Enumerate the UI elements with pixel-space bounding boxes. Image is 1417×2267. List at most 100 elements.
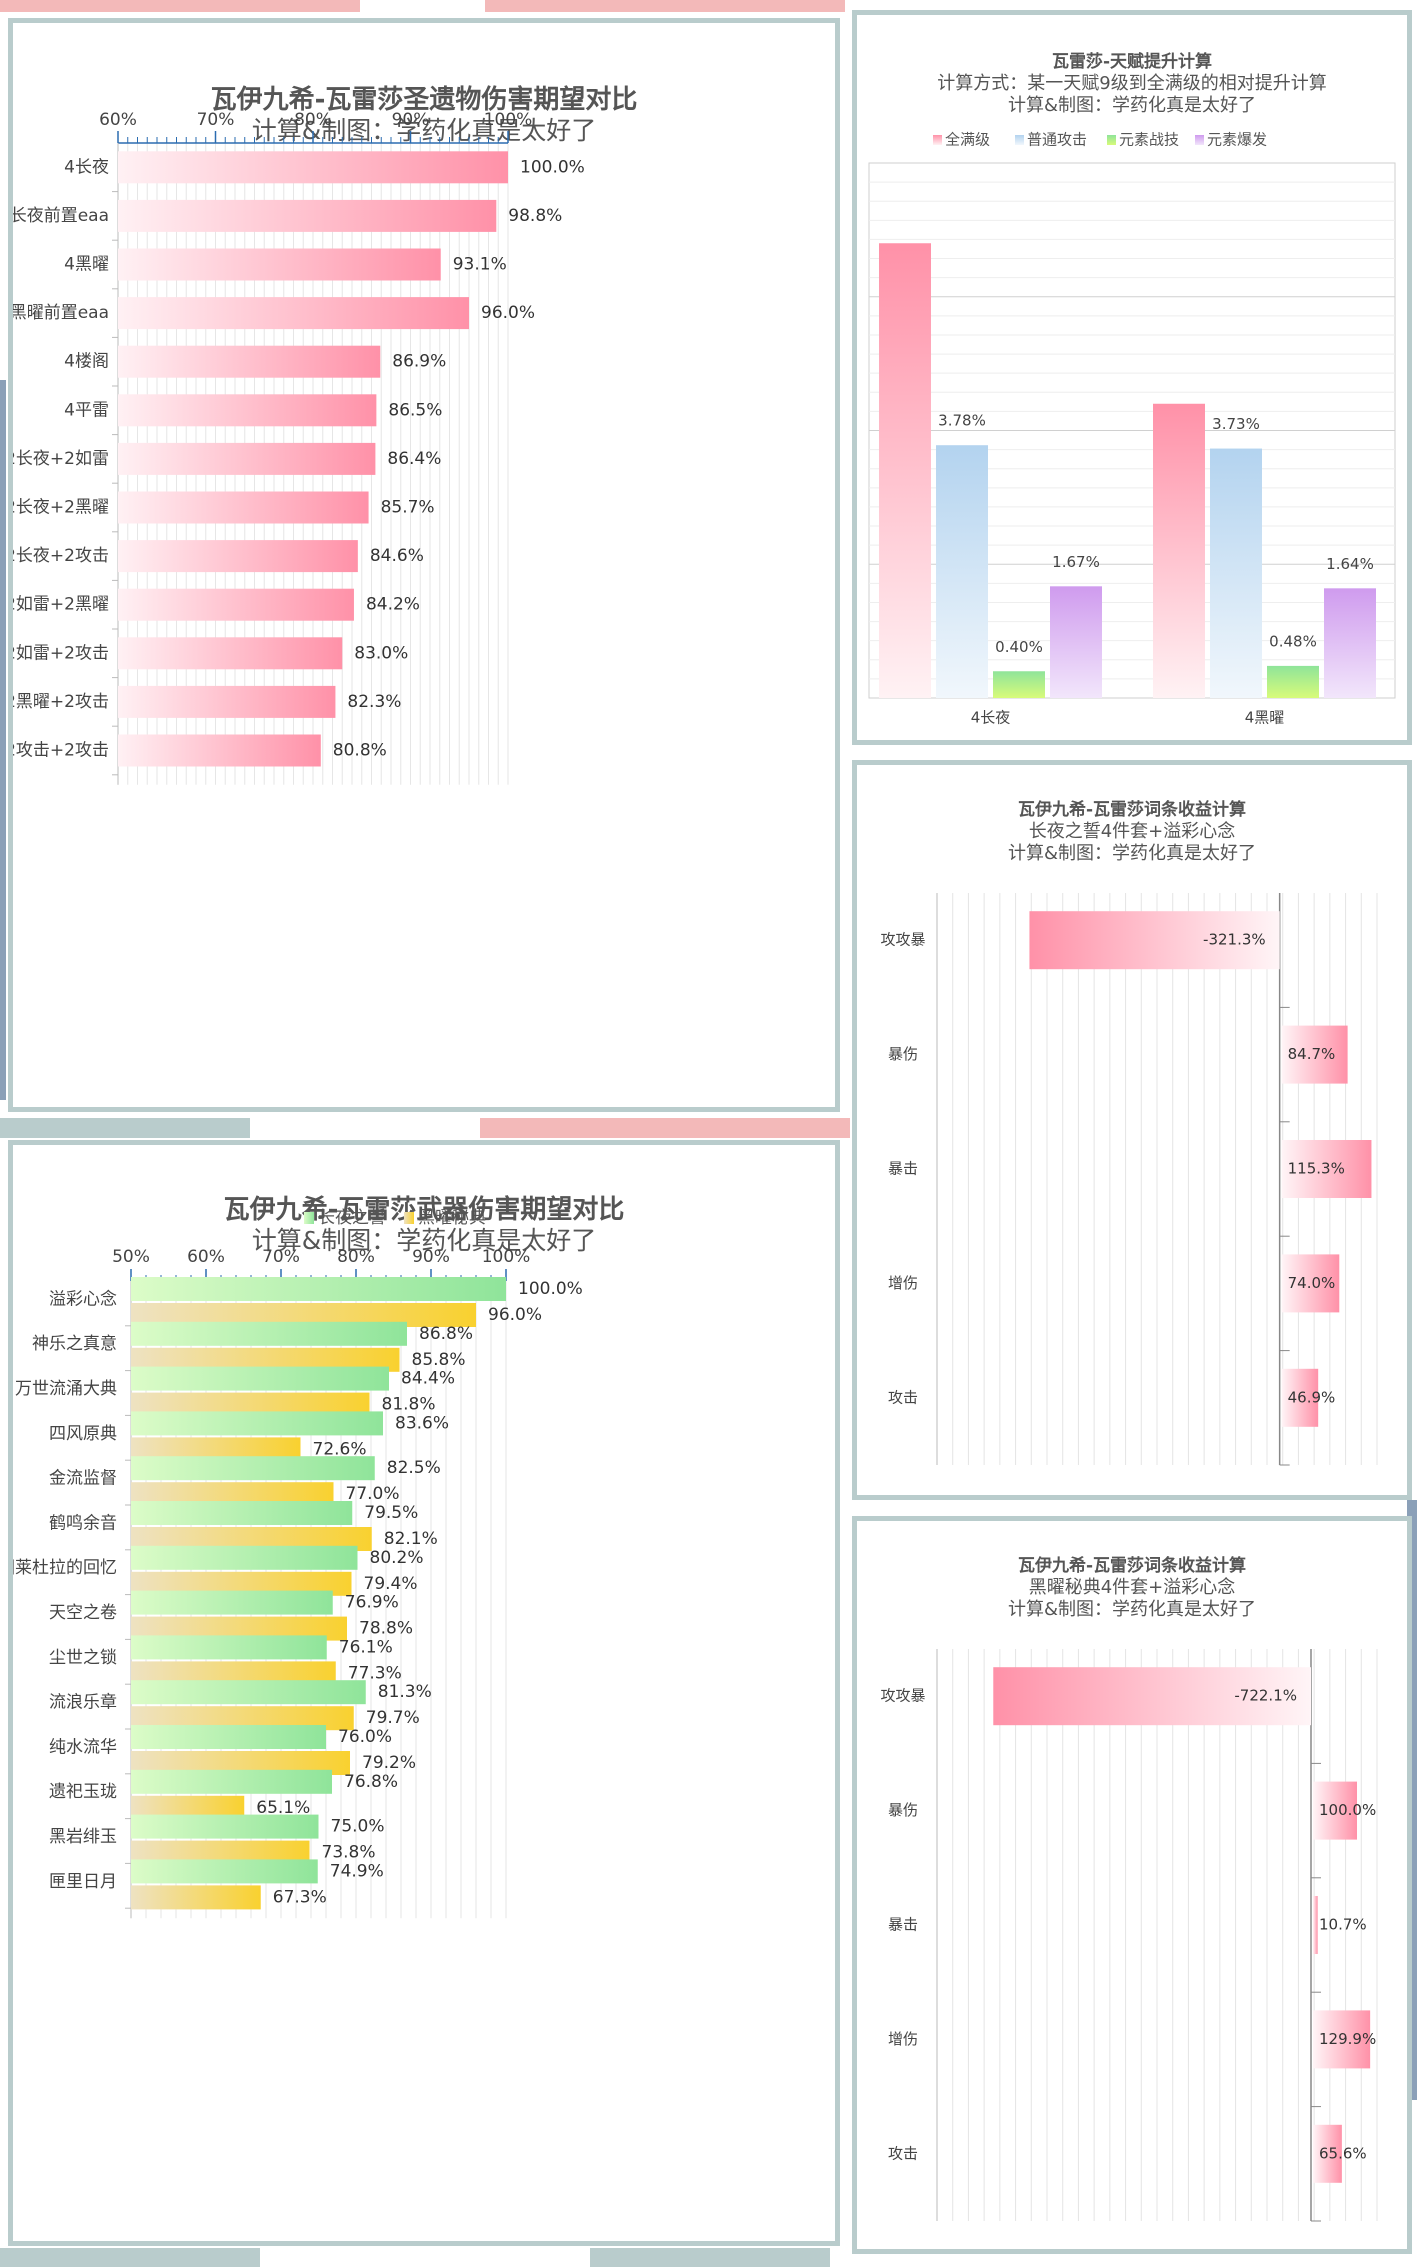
- x-tick-label: 70%: [197, 110, 235, 130]
- data-label: 82.5%: [387, 1458, 441, 1478]
- weapon-chart-subtitle: 计算&制图：学药化真是太好了: [251, 1226, 597, 1255]
- bar: [131, 1885, 261, 1910]
- data-label: 76.1%: [339, 1637, 393, 1657]
- data-label: 76.0%: [338, 1727, 392, 1747]
- data-label: 100.0%: [520, 157, 585, 177]
- category-label: 2攻击+2攻击: [13, 741, 109, 761]
- talent-chart-credit: 计算&制图：学药化真是太好了: [1007, 95, 1257, 116]
- decor-strip-left: [0, 380, 6, 1100]
- x-tick-label: 80%: [337, 1247, 375, 1267]
- data-label: 76.9%: [345, 1593, 399, 1613]
- bar: [131, 1769, 332, 1794]
- bar: [118, 491, 369, 524]
- legend-swatch: [1107, 135, 1116, 145]
- data-label: 115.3%: [1288, 1160, 1345, 1178]
- data-label: 3.73%: [1212, 415, 1260, 433]
- data-label: 86.8%: [419, 1324, 473, 1344]
- data-label: 86.5%: [388, 400, 442, 420]
- x-tick-label: 100%: [482, 1247, 531, 1267]
- bar: [936, 445, 988, 698]
- category-label: 4黑曜: [1245, 709, 1285, 727]
- bar: [879, 243, 931, 698]
- talent-chart-title: 瓦雷莎-天赋提升计算: [1051, 52, 1213, 72]
- decor-strip-top-mid: [485, 0, 845, 12]
- data-label: 0.48%: [1269, 632, 1317, 650]
- data-label: 0.40%: [995, 638, 1043, 656]
- category-label: 暴击: [888, 1160, 918, 1178]
- bar: [993, 1667, 1311, 1726]
- legend-swatch: [933, 135, 942, 145]
- substat-chart-1-svg: 攻攻暴 -321.3% 暴伤 84.7% 暴击 115.3% 增伤 74.0% 攻击 46.9%: [880, 893, 1378, 1466]
- legend-swatch: [1195, 135, 1204, 145]
- bar: [1029, 911, 1280, 970]
- data-label: 100.0%: [1319, 1801, 1376, 1819]
- category-label: 尘世之锁: [49, 1648, 117, 1668]
- bar: [131, 1411, 383, 1436]
- category-label: 2如雷+2黑曜: [13, 595, 109, 615]
- bar: [118, 685, 336, 718]
- data-label: 83.6%: [395, 1413, 449, 1433]
- data-label: 82.3%: [347, 692, 401, 712]
- category-label: 攻击: [888, 1388, 918, 1406]
- decor-strip-right: [1407, 1500, 1417, 2100]
- bar: [118, 442, 376, 475]
- category-label: 四风原典: [49, 1424, 117, 1444]
- data-label: 82.1%: [384, 1529, 438, 1549]
- data-label: -722.1%: [1234, 1687, 1297, 1705]
- x-tick-label: 60%: [99, 110, 137, 130]
- bar: [131, 1590, 333, 1615]
- bar: [1210, 448, 1262, 698]
- category-label: 神乐之真意: [32, 1334, 117, 1354]
- bar: [131, 1725, 326, 1749]
- bar: [1281, 1368, 1319, 1427]
- legend-swatch: [304, 1212, 314, 1224]
- data-label: 86.4%: [387, 449, 441, 469]
- decor-strip-bottom: [0, 2248, 260, 2267]
- category-label: 增伤: [888, 2030, 918, 2048]
- legend-label: 长夜之誓: [318, 1208, 386, 1228]
- x-tick-label: 90%: [412, 1247, 450, 1267]
- x-tick-label: 70%: [262, 1247, 300, 1267]
- category-label: 天空之卷: [49, 1603, 117, 1623]
- category-label: 攻攻暴: [880, 1687, 925, 1705]
- bar: [131, 1366, 389, 1391]
- data-label: 79.4%: [364, 1574, 418, 1594]
- bar: [1324, 588, 1376, 698]
- substat-chart-2-panel: 瓦伊九希-瓦雷莎词条收益计算 黑曜秘典4件套+溢彩心念 计算&制图：学药化真是太…: [852, 1516, 1412, 2254]
- category-label: 溢彩心念: [49, 1288, 117, 1309]
- category-label: 4长夜: [971, 709, 1011, 727]
- bar: [118, 734, 321, 767]
- talent-chart-panel: 瓦雷莎-天赋提升计算 计算方式：某一天赋9级到全满级的相对提升计算 计算&制图：…: [852, 10, 1412, 745]
- x-tick-label: 90%: [392, 110, 430, 130]
- legend-label: 黑曜秘典: [418, 1208, 486, 1228]
- category-label: 4楼阁: [64, 352, 109, 372]
- category-label: 遗祀玉珑: [49, 1782, 117, 1802]
- data-label: 46.9%: [1288, 1388, 1336, 1406]
- bar: [118, 637, 343, 670]
- data-label: 81.3%: [378, 1682, 432, 1702]
- data-label: 75.0%: [331, 1817, 385, 1837]
- category-label: 鹤鸣余音: [49, 1513, 117, 1533]
- category-label: 2如雷+2攻击: [13, 643, 109, 663]
- data-label: 96.0%: [481, 303, 535, 323]
- data-label: 72.6%: [313, 1439, 367, 1459]
- category-label: 攻攻暴: [880, 931, 925, 949]
- decor-strip-mid-left: [0, 1118, 250, 1138]
- data-label: 85.7%: [381, 498, 435, 518]
- artifact-chart-panel: 瓦伊九希-瓦雷莎圣遗物伤害期望对比 计算&制图：学药化真是太好了 60% 70% 8…: [8, 18, 840, 1112]
- legend-swatch: [404, 1212, 414, 1224]
- x-tick-label: 80%: [294, 110, 332, 130]
- bar: [131, 1277, 506, 1301]
- bar: [131, 1635, 327, 1660]
- substat-chart-2-subtitle: 黑曜秘典4件套+溢彩心念: [1028, 1577, 1236, 1598]
- bar: [118, 345, 381, 378]
- data-label: 65.6%: [1319, 2144, 1367, 2162]
- data-label: 79.7%: [366, 1708, 420, 1728]
- legend-label: 全满级: [945, 131, 990, 149]
- substat-chart-1-subtitle: 长夜之誓4件套+溢彩心念: [1028, 821, 1236, 842]
- bar: [1281, 1140, 1372, 1198]
- data-label: 67.3%: [273, 1887, 327, 1907]
- data-label: 78.8%: [359, 1619, 413, 1639]
- data-label: 84.4%: [401, 1369, 455, 1389]
- bar: [131, 1456, 375, 1481]
